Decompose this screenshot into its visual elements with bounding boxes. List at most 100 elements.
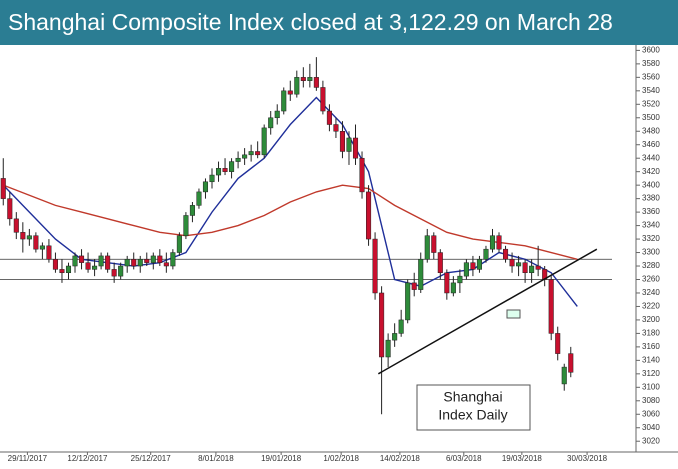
candle-body [118, 265, 124, 277]
candle-body [79, 255, 85, 263]
y-tick-label: 3060 [642, 409, 660, 418]
candle-body [144, 259, 150, 263]
y-tick-label: 3300 [642, 248, 660, 257]
candle-body [424, 235, 430, 260]
candle-body [215, 168, 222, 176]
icon [506, 309, 521, 319]
candle-body [222, 168, 228, 172]
candle-body [26, 235, 32, 240]
candle-body [352, 137, 359, 159]
y-tick-label: 3340 [642, 221, 660, 230]
candle-body [372, 238, 378, 294]
y-tick-label: 3180 [642, 329, 660, 338]
candle-body [137, 259, 143, 267]
x-tick-label: 19/03/2018 [502, 454, 543, 463]
candle-body [189, 205, 195, 216]
y-tick-label: 3360 [642, 207, 660, 216]
candle-body [150, 255, 156, 263]
y-tick-label: 3240 [642, 288, 660, 297]
candle-body [105, 255, 111, 270]
y-tick-label: 3420 [642, 167, 660, 176]
candle-body [450, 282, 456, 294]
candle-body [65, 265, 72, 274]
y-tick-label: 3160 [642, 342, 660, 351]
candle-body [437, 252, 443, 274]
candle-body [411, 282, 417, 290]
candle-body [307, 77, 313, 81]
candle-body [235, 157, 241, 162]
candle-body [39, 245, 45, 250]
candle-body [52, 259, 58, 270]
y-tick-label: 3200 [642, 315, 660, 324]
candle-body [503, 248, 509, 260]
candle-body [72, 255, 78, 267]
candle-body [0, 178, 6, 199]
candle-body [242, 154, 248, 159]
y-tick-label: 3560 [642, 72, 660, 81]
trend-line [377, 248, 598, 375]
y-tick-label: 3500 [642, 113, 660, 122]
y-tick-label: 3320 [642, 234, 660, 243]
candle-body [522, 262, 528, 274]
candle-body [313, 77, 319, 88]
candle-body [333, 124, 339, 132]
candle-body [444, 272, 450, 294]
candle-body [366, 191, 372, 240]
candle-body [548, 279, 554, 334]
candle-body [463, 262, 469, 277]
y-tick-label: 3040 [642, 423, 660, 432]
candle-body [516, 262, 522, 267]
candle-body [209, 174, 215, 183]
y-tick-label: 3580 [642, 59, 660, 68]
x-tick-label: 14/02/2018 [380, 454, 421, 463]
candle-body [229, 161, 235, 172]
candle-body [476, 259, 482, 270]
candle-body [418, 259, 424, 290]
x-tick-label: 1/02/2018 [323, 454, 359, 463]
y-tick-label: 3220 [642, 302, 660, 311]
y-tick-label: 3120 [642, 369, 660, 378]
title-bar [0, 0, 678, 45]
candle-body [379, 292, 385, 358]
candle-body [509, 259, 515, 267]
candle-body [46, 245, 52, 260]
candle-body [274, 110, 280, 119]
candle-body [157, 255, 163, 263]
candle-body [561, 366, 567, 385]
y-tick-label: 3460 [642, 140, 660, 149]
candle-body [568, 353, 574, 373]
y-tick-label: 3600 [642, 46, 660, 55]
candle-body [496, 235, 502, 250]
candle-body [170, 252, 176, 267]
x-tick-label: 8/01/2018 [198, 454, 234, 463]
candle-body [431, 235, 437, 253]
candle-body [85, 262, 91, 270]
candle-body [359, 157, 365, 193]
candle-body [300, 77, 306, 81]
x-tick-label: 29/11/2017 [8, 454, 48, 463]
candle-body [346, 137, 352, 152]
candle-body [183, 215, 189, 236]
candle-body [59, 269, 65, 274]
candle-body [392, 333, 398, 341]
candle-body [124, 259, 130, 267]
candle-body [529, 265, 535, 274]
candle-body [405, 282, 411, 321]
y-tick-label: 3440 [642, 153, 660, 162]
candle-body [255, 151, 261, 156]
candle-body [470, 262, 476, 270]
y-tick-label: 3140 [642, 355, 660, 364]
candle-body [261, 127, 267, 156]
candle-body [489, 235, 496, 250]
y-tick-label: 3540 [642, 86, 660, 95]
candle-body [20, 232, 26, 240]
x-tick-label: 19/01/2018 [261, 454, 302, 463]
y-tick-label: 3100 [642, 382, 660, 391]
candle-body [163, 262, 169, 267]
candle-body [385, 339, 391, 358]
candle-body [131, 259, 137, 267]
candle-body [483, 248, 489, 260]
y-tick-label: 3520 [642, 99, 660, 108]
y-tick-label: 3080 [642, 396, 660, 405]
